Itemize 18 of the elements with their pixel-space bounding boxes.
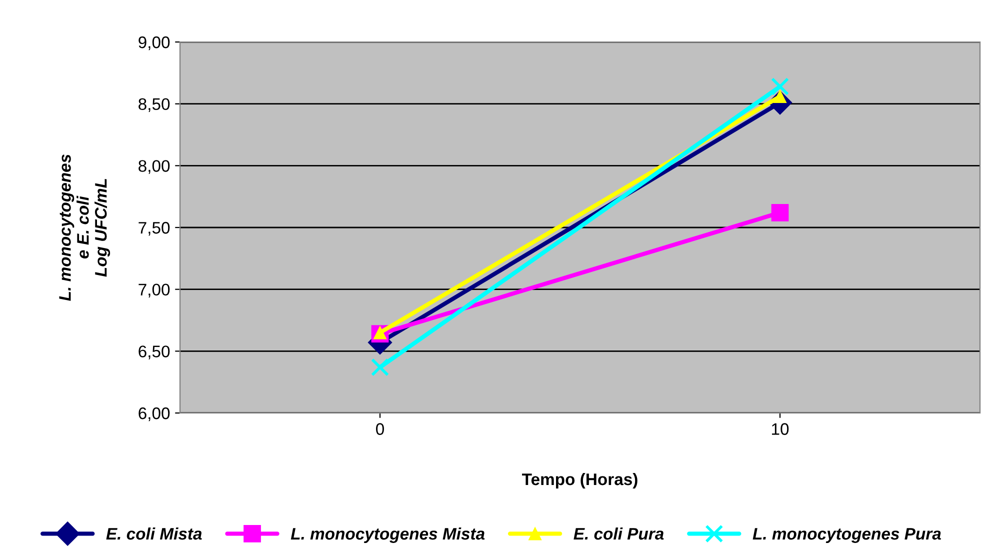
legend-label: E. coli Mista xyxy=(106,527,202,540)
point xyxy=(370,358,390,376)
x-axis-title: Tempo (Horas) xyxy=(522,472,638,489)
x-tick-label: 0 xyxy=(376,423,384,435)
y-axis-title: L. monocytogenes e E. coli Log UFC/mL xyxy=(59,154,110,301)
y-tick-label: 8,00 xyxy=(138,160,170,174)
y-tick-label: 6,00 xyxy=(138,407,170,422)
y-tick-label: 8,50 xyxy=(138,98,170,112)
y-tick-label: 6,50 xyxy=(138,346,170,360)
y-tick-label: 7,00 xyxy=(138,284,170,298)
y-tick-label: 9,00 xyxy=(138,36,170,50)
x-tick-label: 10 xyxy=(772,423,789,435)
legend-label: L. monocytogenes Mista xyxy=(290,527,485,543)
legend-label: L. monocytogenes Pura xyxy=(752,528,941,543)
legend-label: E. coli Pura xyxy=(574,527,664,540)
point xyxy=(771,204,789,222)
y-tick-label: 7,50 xyxy=(138,222,170,236)
point xyxy=(770,77,790,96)
